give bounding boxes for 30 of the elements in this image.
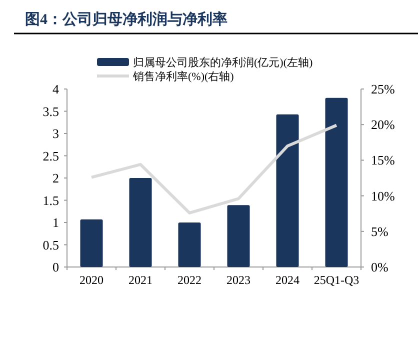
bar (178, 222, 201, 267)
y2-tick-label: 10% (371, 188, 395, 204)
bar (80, 219, 103, 267)
x-tick-label: 2021 (128, 273, 152, 287)
y2-tick-label: 25% (371, 82, 395, 96)
y2-tick-label: 15% (371, 152, 395, 168)
y-tick-label: 4 (52, 82, 60, 96)
x-tick-label: 25Q1-Q3 (314, 273, 360, 287)
y-tick-label: 1 (52, 215, 59, 230)
y-tick-label: 0 (52, 260, 59, 274)
bar (129, 178, 152, 267)
title: 图4：公司归母净利润与净利率 (25, 12, 228, 28)
legend-label: 归属母公司股东的净利润(亿元)(左轴) (133, 56, 313, 69)
y2-tick-label: 5% (371, 224, 388, 239)
y2-tick-label: 0% (371, 260, 388, 274)
y-tick-label: 2.5 (42, 148, 59, 164)
y-tick-label: 3 (52, 126, 59, 141)
y-tick-label: 3.5 (42, 104, 59, 119)
x-tick-label: 2022 (178, 273, 202, 287)
bar (227, 205, 250, 267)
x-tick-label: 2020 (80, 273, 104, 287)
y-tick-label: 1.5 (42, 192, 59, 208)
y-tick-label: 0.5 (42, 237, 59, 252)
bar (325, 98, 348, 267)
y-tick-label: 2 (52, 170, 59, 186)
x-tick-label: 2024 (276, 273, 300, 287)
y2-tick-label: 20% (371, 117, 395, 132)
bar (276, 114, 299, 267)
x-tick-label: 2023 (226, 273, 250, 287)
legend-label: 销售净利率(%)(右轴) (132, 70, 234, 83)
